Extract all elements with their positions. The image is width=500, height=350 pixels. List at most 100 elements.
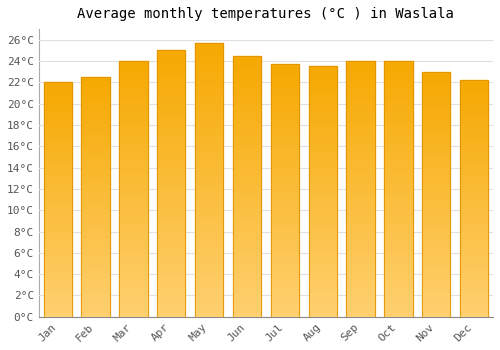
- Bar: [384, 270, 412, 274]
- Bar: [422, 280, 450, 284]
- Bar: [308, 158, 337, 162]
- Bar: [460, 108, 488, 112]
- Bar: [308, 250, 337, 254]
- Bar: [82, 245, 110, 249]
- Bar: [308, 258, 337, 262]
- Bar: [460, 159, 488, 163]
- Bar: [422, 84, 450, 88]
- Bar: [157, 286, 186, 290]
- Bar: [422, 288, 450, 292]
- Bar: [270, 233, 299, 237]
- Bar: [270, 279, 299, 283]
- Bar: [119, 117, 148, 121]
- Bar: [82, 293, 110, 297]
- Bar: [384, 91, 412, 95]
- Bar: [157, 281, 186, 286]
- Bar: [308, 66, 337, 317]
- Bar: [346, 142, 375, 146]
- Bar: [384, 227, 412, 232]
- Bar: [157, 148, 186, 153]
- Bar: [346, 257, 375, 261]
- Bar: [384, 78, 412, 82]
- Bar: [195, 253, 224, 258]
- Bar: [384, 248, 412, 253]
- Bar: [270, 144, 299, 148]
- Bar: [346, 313, 375, 317]
- Bar: [119, 61, 148, 65]
- Bar: [233, 299, 261, 304]
- Bar: [346, 300, 375, 304]
- Bar: [157, 215, 186, 219]
- Bar: [308, 296, 337, 300]
- Bar: [233, 169, 261, 173]
- Bar: [195, 66, 224, 70]
- Bar: [233, 252, 261, 256]
- Bar: [270, 174, 299, 178]
- Bar: [119, 197, 148, 202]
- Bar: [460, 230, 488, 234]
- Bar: [82, 153, 110, 157]
- Bar: [119, 168, 148, 172]
- Bar: [119, 240, 148, 244]
- Bar: [82, 237, 110, 241]
- Bar: [157, 153, 186, 157]
- Bar: [308, 313, 337, 317]
- Bar: [384, 61, 412, 65]
- Bar: [82, 77, 110, 317]
- Bar: [119, 163, 148, 168]
- Bar: [422, 313, 450, 317]
- Bar: [82, 277, 110, 281]
- Bar: [157, 219, 186, 224]
- Bar: [44, 254, 72, 258]
- Bar: [384, 133, 412, 138]
- Bar: [233, 225, 261, 230]
- Bar: [384, 308, 412, 313]
- Bar: [44, 176, 72, 180]
- Bar: [44, 223, 72, 227]
- Bar: [308, 183, 337, 187]
- Bar: [82, 261, 110, 265]
- Bar: [44, 121, 72, 125]
- Bar: [384, 138, 412, 142]
- Bar: [119, 304, 148, 308]
- Bar: [346, 240, 375, 244]
- Bar: [44, 161, 72, 164]
- Bar: [346, 172, 375, 176]
- Bar: [119, 185, 148, 189]
- Bar: [422, 264, 450, 268]
- Bar: [460, 214, 488, 218]
- Bar: [384, 257, 412, 261]
- Bar: [308, 221, 337, 225]
- Bar: [119, 172, 148, 176]
- Bar: [270, 90, 299, 94]
- Bar: [384, 266, 412, 270]
- Bar: [308, 241, 337, 246]
- Bar: [119, 274, 148, 279]
- Bar: [44, 145, 72, 149]
- Bar: [44, 286, 72, 289]
- Bar: [308, 300, 337, 304]
- Bar: [82, 297, 110, 301]
- Bar: [384, 99, 412, 104]
- Bar: [384, 219, 412, 223]
- Bar: [44, 239, 72, 243]
- Bar: [119, 227, 148, 232]
- Bar: [233, 112, 261, 117]
- Bar: [422, 145, 450, 149]
- Bar: [82, 229, 110, 233]
- Bar: [308, 262, 337, 267]
- Bar: [460, 313, 488, 317]
- Bar: [346, 121, 375, 125]
- Bar: [233, 212, 261, 217]
- Bar: [195, 271, 224, 276]
- Bar: [346, 163, 375, 168]
- Bar: [119, 300, 148, 304]
- Bar: [460, 285, 488, 289]
- Bar: [195, 267, 224, 271]
- Bar: [233, 217, 261, 221]
- Bar: [384, 236, 412, 240]
- Bar: [195, 61, 224, 66]
- Bar: [460, 301, 488, 305]
- Bar: [119, 112, 148, 117]
- Bar: [460, 80, 488, 317]
